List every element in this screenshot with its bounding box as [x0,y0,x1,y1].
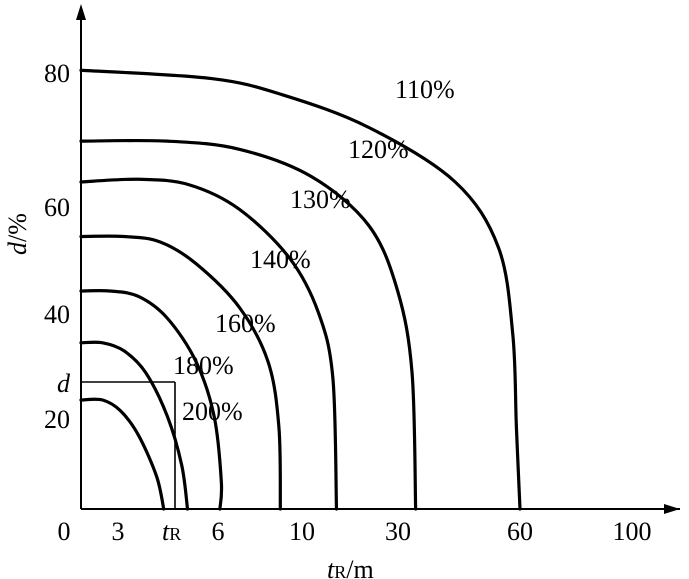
series-label-200pct: 200% [182,397,243,426]
x-tick-label-3: 3 [112,517,125,546]
series-label-140pct: 140% [250,245,311,274]
x-tick-label-100: 100 [613,517,652,546]
y-axis-unit: /% [3,213,32,242]
series-line-130pct [79,177,339,511]
y-tick-label-80: 80 [44,59,70,88]
curves: 110% 120% 130% 140% 160% 180% 200% [79,68,522,511]
x-axis-arrow [664,504,680,514]
x-tick-label-30: 30 [385,517,411,546]
series-label-180pct: 180% [173,351,234,380]
y-axis-var: d [3,241,32,255]
axes [76,4,680,514]
x-axis-var: t [327,555,335,579]
series-label-110pct: 110% [395,75,455,104]
series-line-160pct [79,289,224,511]
y-marker-label: d [57,369,71,398]
x-axis-title: tR/m [327,555,374,579]
series-line-180pct [79,340,190,511]
series-line-200pct [79,397,166,511]
marker-guides [81,381,176,509]
tick-labels: 0 3 6 10 30 60 100 20 40 60 80 d tR [44,59,652,546]
x-tick-label-10: 10 [289,517,315,546]
x-axis-sub: R [334,562,346,579]
series-line-140pct [79,234,282,511]
x-tick-label-6: 6 [212,517,225,546]
series-line-120pct [79,138,418,511]
series-label-120pct: 120% [348,135,409,164]
series-line-110pct [79,68,522,511]
y-tick-label-60: 60 [44,193,70,222]
series-label-160pct: 160% [215,309,276,338]
y-axis-title: d/% [3,213,32,255]
x-marker-label: tR [162,517,181,546]
y-axis-arrow [76,4,86,20]
y-tick-label-20: 20 [44,405,70,434]
series-label-130pct: 130% [290,185,351,214]
y-tick-label-40: 40 [44,300,70,329]
x-axis-unit: /m [346,555,373,579]
x-tick-label-60: 60 [507,517,533,546]
x-tick-label-0: 0 [58,517,71,546]
